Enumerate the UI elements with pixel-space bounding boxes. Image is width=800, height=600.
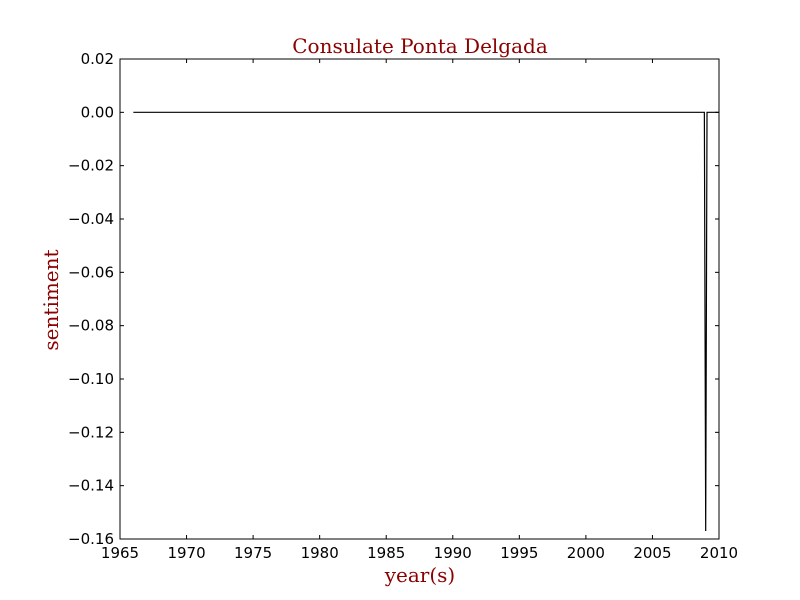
x-tick-label: 2000	[567, 544, 605, 562]
x-tick-label: 1990	[434, 544, 472, 562]
x-axis-ticks: 1965 1970 1975 1980 1985 1990 1995 2000 2005 2010	[101, 59, 738, 562]
plot-frame	[119, 58, 720, 540]
x-tick-label: 1995	[500, 544, 538, 562]
y-tick-label: 0.02	[81, 50, 114, 68]
x-tick-label: 2005	[633, 544, 671, 562]
y-axis-label: sentiment	[39, 249, 63, 350]
chart-title: Consulate Ponta Delgada	[292, 34, 548, 58]
x-tick-label: 1975	[234, 544, 272, 562]
x-axis-label: year(s)	[384, 563, 456, 587]
y-tick-label: −0.08	[68, 317, 114, 335]
y-tick-label: −0.16	[68, 530, 114, 548]
series-line	[133, 111, 719, 532]
x-tick-label: 2010	[700, 544, 738, 562]
x-tick-label: 1980	[301, 544, 339, 562]
series-layer	[133, 111, 719, 532]
y-tick-label: −0.14	[68, 477, 114, 495]
x-tick-label: 1970	[167, 544, 205, 562]
x-tick-label: 1965	[101, 544, 139, 562]
y-tick-label: −0.04	[68, 210, 114, 228]
y-tick-label: −0.12	[68, 423, 114, 441]
x-tick-label: 1985	[367, 544, 405, 562]
y-tick-label: −0.10	[68, 370, 114, 388]
y-tick-label: −0.06	[68, 263, 114, 281]
y-tick-label: −0.02	[68, 157, 114, 175]
y-axis-ticks: 0.02 0.00 −0.02 −0.04 −0.06 −0.08 −0.10 −0.12 −0…	[68, 50, 719, 548]
y-tick-label: 0.00	[81, 103, 114, 121]
